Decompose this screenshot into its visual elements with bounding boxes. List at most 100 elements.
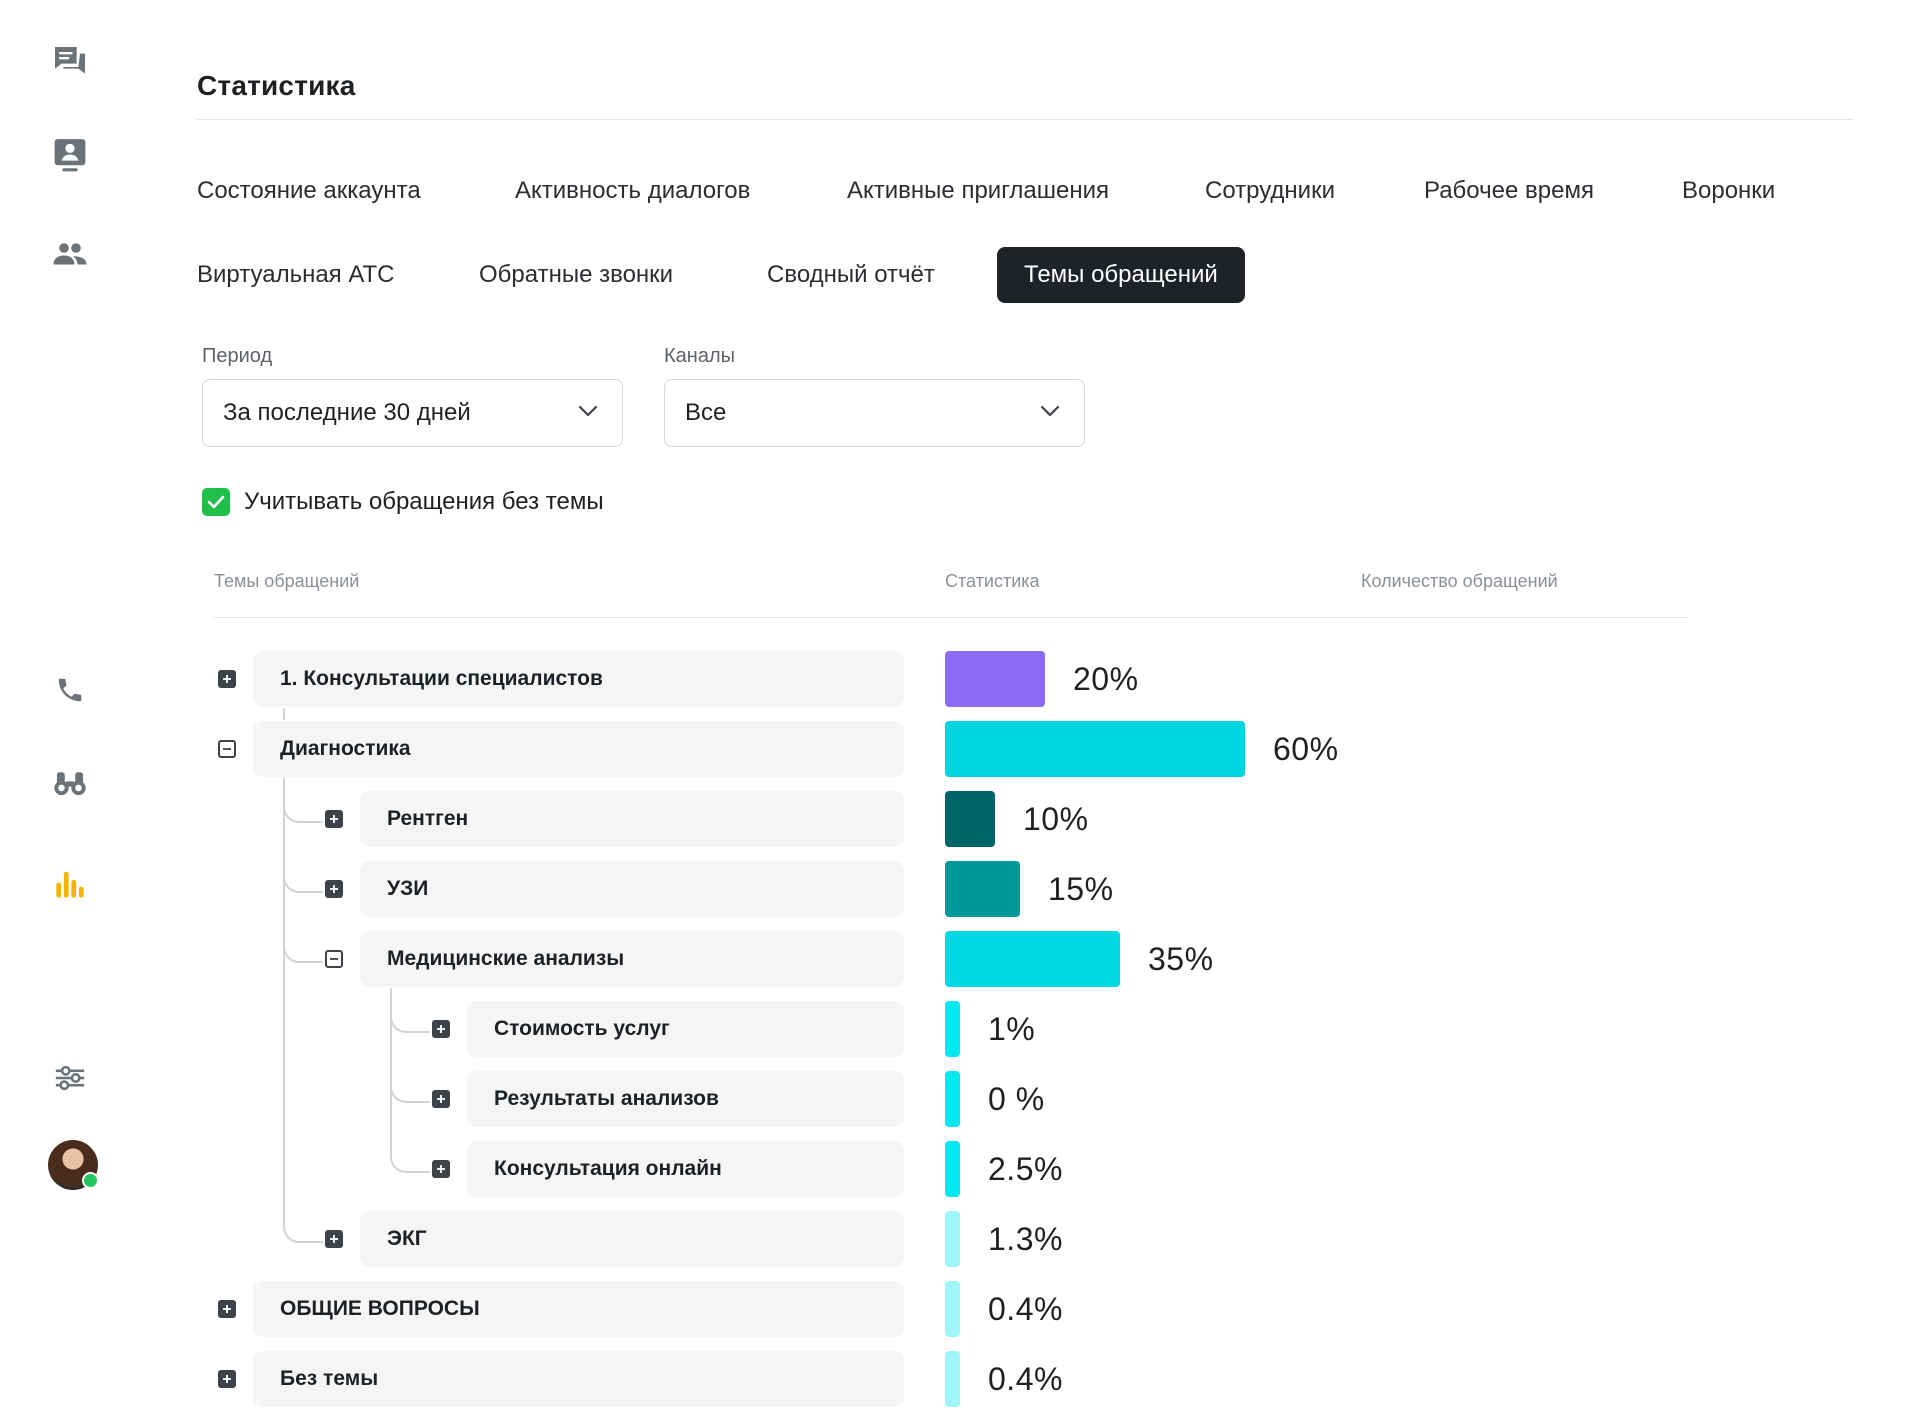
stat-bar <box>945 1351 960 1407</box>
collapse-toggle-icon[interactable] <box>325 950 343 968</box>
tree-line <box>283 778 285 1221</box>
period-select[interactable]: За последние 30 дней <box>202 379 623 447</box>
stat-bar <box>945 1141 960 1197</box>
expand-toggle-icon[interactable] <box>218 670 236 688</box>
stat-percent: 35% <box>1148 941 1214 977</box>
topic-row[interactable]: Консультация онлайн <box>467 1141 904 1197</box>
tab-working-time[interactable]: Рабочее время <box>1424 177 1594 204</box>
tab-request-topics[interactable]: Темы обращений <box>997 247 1245 303</box>
topic-row[interactable]: ОБЩИЕ ВОПРОСЫ <box>253 1281 904 1337</box>
topic-label: Диагностика <box>280 737 411 760</box>
topic-row[interactable]: Медицинские анализы <box>360 931 904 987</box>
topic-row[interactable]: Рентген <box>360 791 904 847</box>
sidebar <box>0 0 140 1428</box>
stat-percent: 0 % <box>988 1081 1045 1117</box>
column-header-count: Количество обращений <box>1361 571 1558 591</box>
channels-value: Все <box>685 399 727 426</box>
phone-icon[interactable] <box>48 668 92 712</box>
topic-label: ЭКГ <box>387 1227 427 1250</box>
stat-bar <box>945 721 1245 777</box>
include-no-topic-label: Учитывать обращения без темы <box>244 488 604 515</box>
checkmark-icon <box>207 495 225 509</box>
stat-bar <box>945 1281 960 1337</box>
title-divider <box>197 119 1853 120</box>
topic-row[interactable]: 1. Консультации специалистов <box>253 651 904 707</box>
tree-elbow <box>283 863 323 893</box>
stat-bar <box>945 931 1120 987</box>
tree-elbow <box>390 1003 430 1033</box>
period-value: За последние 30 дней <box>223 399 471 426</box>
stat-bar <box>945 1001 960 1057</box>
topic-label: Стоимость услуг <box>494 1017 670 1040</box>
topic-label: Консультация онлайн <box>494 1157 722 1180</box>
expand-toggle-icon[interactable] <box>325 880 343 898</box>
topic-label: Рентген <box>387 807 469 830</box>
expand-toggle-icon[interactable] <box>325 1230 343 1248</box>
chevron-down-icon <box>578 405 598 417</box>
include-no-topic-checkbox[interactable] <box>202 488 230 516</box>
statistics-icon[interactable] <box>48 862 92 906</box>
stat-percent: 0.4% <box>988 1291 1063 1327</box>
expand-toggle-icon[interactable] <box>325 810 343 828</box>
column-header-statistics: Статистика <box>945 571 1040 591</box>
stat-percent: 20% <box>1073 661 1139 697</box>
users-icon[interactable] <box>48 232 92 276</box>
channels-select[interactable]: Все <box>664 379 1085 447</box>
topic-label: 1. Консультации специалистов <box>280 667 603 690</box>
tree-elbow <box>390 1143 430 1173</box>
topic-row[interactable]: Диагностика <box>253 721 904 777</box>
tab-dialog-activity[interactable]: Активность диалогов <box>515 177 751 204</box>
avatar[interactable] <box>48 1140 99 1190</box>
stat-percent: 60% <box>1273 731 1339 767</box>
binoculars-icon[interactable] <box>48 762 92 806</box>
stat-bar <box>945 651 1045 707</box>
stat-percent: 2.5% <box>988 1151 1063 1187</box>
stat-bar <box>945 791 995 847</box>
tree-line <box>390 988 392 1151</box>
stat-percent: 1% <box>988 1011 1036 1047</box>
expand-toggle-icon[interactable] <box>432 1090 450 1108</box>
stat-percent: 10% <box>1023 801 1089 837</box>
column-header-topics: Темы обращений <box>214 571 360 591</box>
topic-row[interactable]: Результаты анализов <box>467 1071 904 1127</box>
topic-row[interactable]: Без темы <box>253 1351 904 1407</box>
topic-row[interactable]: УЗИ <box>360 861 904 917</box>
expand-toggle-icon[interactable] <box>432 1020 450 1038</box>
collapse-toggle-icon[interactable] <box>218 740 236 758</box>
topic-label: Без темы <box>280 1367 379 1390</box>
stat-bar <box>945 861 1020 917</box>
tree-elbow <box>390 1073 430 1103</box>
tab-employees[interactable]: Сотрудники <box>1205 177 1335 204</box>
stat-percent: 0.4% <box>988 1361 1063 1397</box>
topic-row[interactable]: Стоимость услуг <box>467 1001 904 1057</box>
tab-active-invitations[interactable]: Активные приглашения <box>847 177 1110 204</box>
table-header-divider <box>214 617 1689 618</box>
channels-label: Каналы <box>664 345 735 367</box>
online-status-indicator <box>82 1172 99 1189</box>
tab-callbacks[interactable]: Обратные звонки <box>479 261 674 288</box>
period-label: Период <box>202 345 273 367</box>
expand-toggle-icon[interactable] <box>432 1160 450 1178</box>
tab-account-status[interactable]: Состояние аккаунта <box>197 177 421 204</box>
page-title: Статистика <box>197 70 356 101</box>
stat-percent: 15% <box>1048 871 1114 907</box>
chat-icon[interactable] <box>48 40 92 84</box>
expand-toggle-icon[interactable] <box>218 1370 236 1388</box>
topic-row[interactable]: ЭКГ <box>360 1211 904 1267</box>
contact-card-icon[interactable] <box>48 134 92 178</box>
topic-label: Результаты анализов <box>494 1087 719 1110</box>
topic-label: ОБЩИЕ ВОПРОСЫ <box>280 1297 480 1320</box>
tree-elbow <box>283 1213 323 1243</box>
tab-summary-report[interactable]: Сводный отчёт <box>767 261 935 288</box>
tree-elbow <box>283 793 323 823</box>
chevron-down-icon <box>1040 405 1060 417</box>
topic-label: УЗИ <box>387 877 429 900</box>
tree-elbow <box>283 933 323 963</box>
settings-sliders-icon[interactable] <box>48 1056 92 1100</box>
stat-bar <box>945 1071 960 1127</box>
expand-toggle-icon[interactable] <box>218 1300 236 1318</box>
stat-percent: 1.3% <box>988 1221 1063 1257</box>
stat-bar <box>945 1211 960 1267</box>
tab-virtual-pbx[interactable]: Виртуальная АТС <box>197 261 395 288</box>
tab-funnels[interactable]: Воронки <box>1682 177 1776 204</box>
